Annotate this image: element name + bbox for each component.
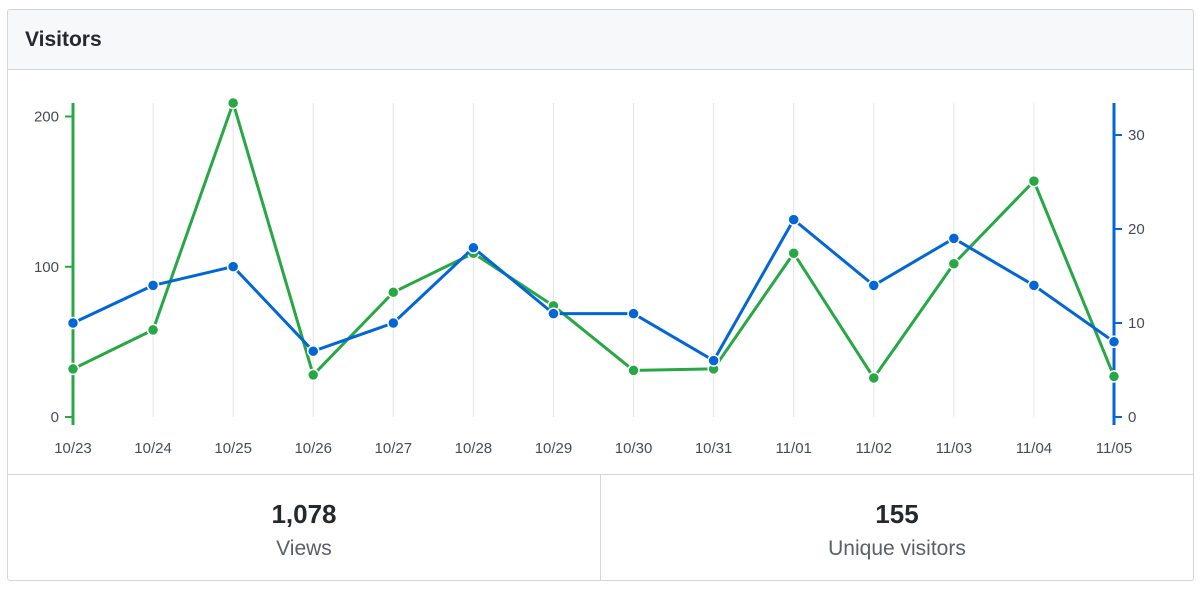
x-tick-label: 11/01 (775, 440, 811, 457)
left-tick-label: 100 (34, 259, 59, 276)
traffic-box: Visitors 0 100 200 0 10 20 30 10/23 10/24 10/25 10… (7, 9, 1194, 581)
uniques-summary: 155 Unique visitors (600, 475, 1193, 580)
uniques-point (547, 307, 560, 320)
uniques-point (467, 241, 480, 255)
right-tick-label: 30 (1128, 127, 1145, 144)
x-tick-label: 11/04 (1016, 440, 1052, 457)
uniques-point (867, 279, 881, 292)
x-tick-label: 10/25 (214, 440, 252, 457)
uniques-point (947, 232, 961, 245)
uniques-point (146, 279, 160, 292)
views-point (947, 257, 961, 271)
x-tick-label: 10/29 (535, 440, 573, 457)
right-tick-label: 0 (1128, 409, 1136, 426)
uniques-point (1027, 279, 1041, 292)
views-point (66, 362, 80, 376)
views-label: Views (276, 537, 332, 560)
views-line (72, 101, 1116, 380)
x-tick-label: 10/24 (134, 440, 172, 457)
x-tick-label: 10/30 (615, 440, 653, 457)
uniques-point (66, 316, 80, 330)
x-tick-label: 10/31 (695, 440, 733, 457)
views-point (1107, 370, 1121, 383)
right-tick-label: 20 (1128, 221, 1145, 238)
views-point (867, 371, 881, 385)
left-tick-label: 200 (34, 109, 59, 126)
uniques-label: Unique visitors (828, 537, 966, 560)
views-point (226, 96, 240, 110)
uniques-point (226, 260, 240, 273)
views-count: 1,078 (271, 499, 337, 529)
section-title: Visitors (25, 27, 102, 51)
uniques-point (306, 344, 320, 358)
right-tick-label: 10 (1128, 315, 1145, 332)
uniques-point (707, 354, 720, 367)
views-point (387, 286, 400, 299)
uniques-count: 155 (875, 499, 919, 529)
x-tick-label: 11/03 (936, 440, 972, 457)
views-point (627, 364, 640, 377)
uniques-point (387, 316, 400, 330)
x-tick-label: 11/05 (1096, 440, 1132, 457)
uniques-point (1107, 335, 1121, 349)
x-tick-label: 11/02 (856, 440, 892, 457)
uniques-point (787, 213, 800, 226)
x-tick-label: 10/28 (455, 440, 493, 457)
uniques-line (72, 218, 1115, 363)
x-tick-label: 10/23 (54, 440, 92, 457)
left-tick-label: 0 (51, 409, 59, 426)
x-tick-label: 10/27 (375, 440, 413, 457)
chart-svg: 0 100 200 0 10 20 30 10/23 10/24 10/25 10/26 10/27 1… (34, 96, 1145, 457)
x-tick-label: 10/26 (294, 440, 332, 457)
box-header: Visitors (8, 10, 1193, 70)
visitors-chart: 0 100 200 0 10 20 30 10/23 10/24 10/25 10/26 10/27 1… (8, 70, 1193, 475)
views-summary: 1,078 Views (8, 475, 600, 580)
views-point (1027, 174, 1041, 188)
views-point (787, 246, 800, 260)
uniques-point (627, 307, 640, 320)
views-point (306, 368, 320, 382)
traffic-summary: 1,078 Views 155 Unique visitors (8, 474, 1193, 580)
views-point (146, 323, 160, 337)
